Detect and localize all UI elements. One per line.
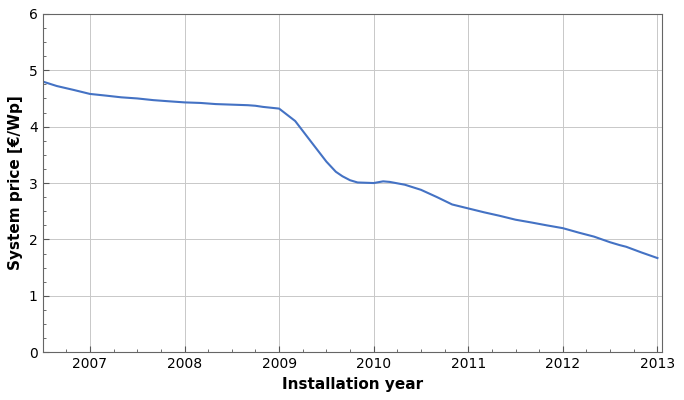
X-axis label: Installation year: Installation year [282,377,423,392]
Y-axis label: System price [€/Wp]: System price [€/Wp] [8,96,23,270]
